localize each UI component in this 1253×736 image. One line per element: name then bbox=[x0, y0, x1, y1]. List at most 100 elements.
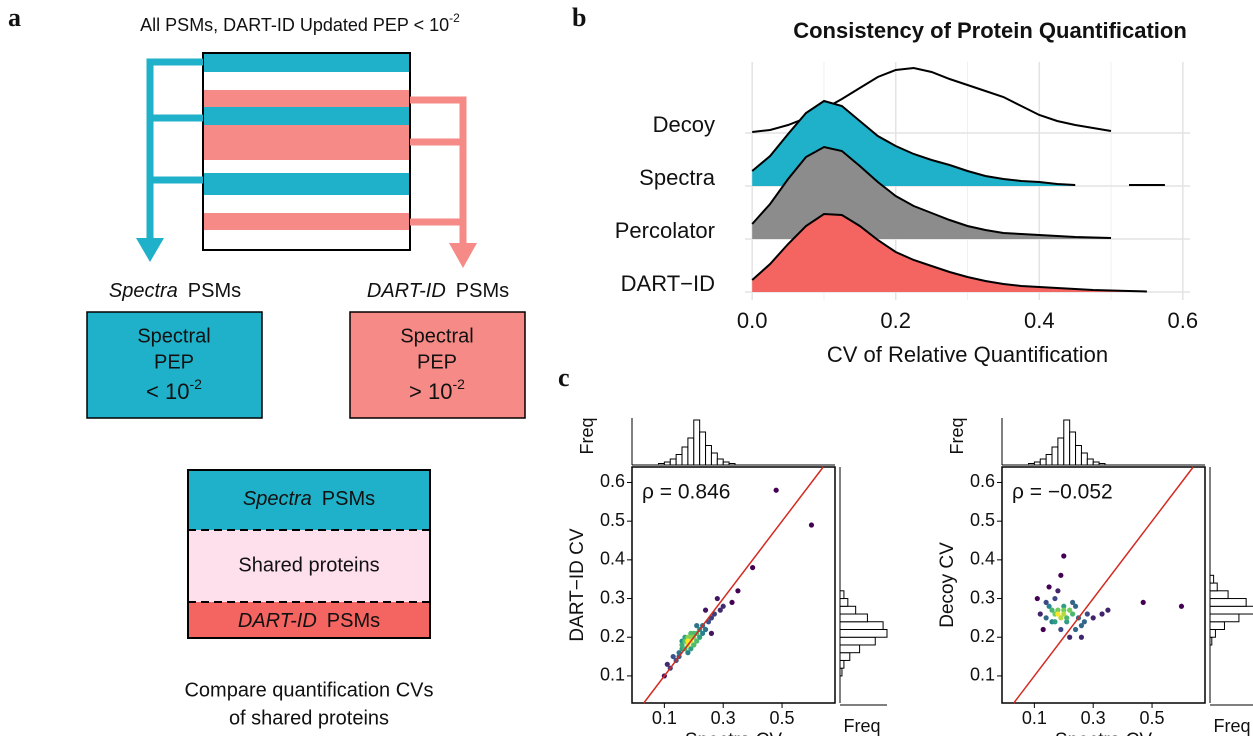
hist-bar bbox=[663, 461, 671, 466]
point bbox=[714, 595, 720, 602]
x-axis-label: CV of Relative Quantification bbox=[827, 342, 1108, 367]
y-tick-label: 0.1 bbox=[600, 665, 625, 685]
point bbox=[702, 626, 709, 633]
x-tick-label: 0.2 bbox=[880, 308, 911, 333]
x-tick-label: 0.0 bbox=[737, 308, 768, 333]
text: PSMs bbox=[322, 488, 375, 510]
category-label: Percolator bbox=[615, 218, 715, 243]
point bbox=[688, 646, 694, 652]
hist-bar bbox=[693, 419, 701, 466]
hist-bar bbox=[839, 667, 843, 677]
point bbox=[1037, 611, 1043, 617]
point bbox=[708, 630, 715, 636]
hist-bar bbox=[728, 463, 736, 466]
hist-bar bbox=[839, 659, 845, 669]
stripe bbox=[203, 173, 410, 195]
point bbox=[1078, 634, 1085, 640]
y-tick-label: 0.3 bbox=[970, 587, 995, 607]
stack-row bbox=[188, 470, 430, 530]
hist-bar bbox=[657, 463, 665, 466]
box-text: Spectral bbox=[400, 325, 473, 347]
annotation: ρ = 0.846 bbox=[642, 481, 730, 504]
hist-bar bbox=[839, 590, 845, 600]
stripe bbox=[203, 125, 410, 160]
hist-bar bbox=[699, 431, 707, 466]
point bbox=[670, 653, 676, 660]
plot-frame bbox=[1001, 466, 1206, 704]
point bbox=[1043, 599, 1049, 606]
hist-bar bbox=[839, 644, 861, 654]
title-exponent: -2 bbox=[449, 11, 460, 25]
point bbox=[1072, 603, 1079, 609]
hist-bar bbox=[681, 446, 689, 466]
x-tick-label: 0.3 bbox=[1081, 708, 1106, 728]
point bbox=[729, 599, 735, 606]
point bbox=[1034, 595, 1040, 602]
point bbox=[1070, 599, 1076, 606]
point bbox=[1084, 611, 1090, 617]
point bbox=[717, 607, 723, 613]
hist-bar bbox=[839, 652, 851, 661]
ridge-area bbox=[752, 214, 1147, 292]
x-axis-label: Spectra CV bbox=[1055, 730, 1152, 736]
stack-label: Shared proteins bbox=[238, 554, 379, 576]
point bbox=[685, 650, 691, 656]
hist-bar bbox=[1075, 445, 1082, 466]
point bbox=[1049, 607, 1055, 613]
caption: Compare quantification CVs bbox=[184, 679, 433, 701]
point bbox=[700, 630, 706, 636]
hist-bar bbox=[1209, 582, 1218, 592]
point bbox=[694, 638, 700, 644]
stack-label: Spectra PSMs bbox=[243, 488, 375, 510]
y-axis-label: DART−ID CV bbox=[567, 528, 588, 641]
y-tick-label: 0.6 bbox=[600, 471, 625, 491]
y-tick-label: 0.5 bbox=[600, 510, 625, 530]
left-box bbox=[86, 311, 263, 419]
hist-bar bbox=[1069, 431, 1077, 466]
arrowhead bbox=[449, 243, 477, 268]
box-text: PEP bbox=[417, 351, 457, 373]
point bbox=[664, 661, 670, 667]
text: PSMs bbox=[456, 280, 509, 302]
x-tick-label: 0.6 bbox=[1168, 308, 1199, 333]
right-label: DART-ID PSMs bbox=[367, 280, 509, 302]
hist-bar bbox=[1209, 574, 1215, 584]
point bbox=[1061, 553, 1067, 559]
ridge-line bbox=[751, 99, 1076, 186]
point bbox=[1061, 611, 1067, 617]
point bbox=[1046, 603, 1052, 609]
hist-bar bbox=[1209, 636, 1213, 646]
exponent: -2 bbox=[452, 376, 465, 392]
point bbox=[691, 642, 697, 648]
hist-bar bbox=[839, 605, 857, 615]
title-text: All PSMs, DART-ID Updated PEP < 10 bbox=[140, 15, 449, 35]
category-label: Decoy bbox=[653, 112, 715, 137]
point bbox=[679, 642, 685, 648]
point bbox=[1058, 615, 1064, 621]
hist-bar bbox=[1063, 419, 1071, 466]
text: PSMs bbox=[188, 280, 241, 302]
hist-bar bbox=[1045, 454, 1053, 466]
y-tick-label: 0.6 bbox=[970, 471, 995, 491]
hist-bar bbox=[839, 621, 884, 630]
y-tick-label: 0.2 bbox=[600, 626, 625, 646]
point bbox=[1064, 619, 1070, 625]
point bbox=[1178, 603, 1185, 609]
point bbox=[1055, 588, 1061, 594]
identity-line bbox=[1013, 466, 1194, 704]
hist-label: Freq bbox=[577, 417, 597, 454]
threshold: > 10 bbox=[409, 379, 452, 404]
x-tick-label: 0.5 bbox=[1140, 708, 1165, 728]
hist-bar bbox=[839, 628, 888, 638]
hist-bar bbox=[1209, 590, 1229, 600]
category-label: DART−ID bbox=[621, 271, 715, 296]
threshold: < 10 bbox=[146, 379, 189, 404]
point bbox=[1055, 611, 1061, 617]
hist-label: Freq bbox=[947, 417, 967, 454]
hist-bar bbox=[705, 445, 712, 466]
diagram: All PSMs, DART-ID Updated PEP < 10-2 Spe… bbox=[86, 11, 526, 729]
hist-bar bbox=[716, 458, 724, 466]
right-arrow bbox=[410, 96, 467, 245]
y-tick-label: 0.4 bbox=[970, 549, 995, 569]
stack-row bbox=[188, 530, 430, 602]
